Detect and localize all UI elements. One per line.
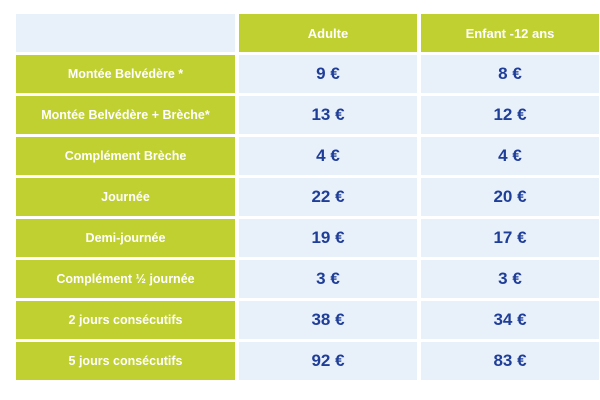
column-header-adult: Adulte [239, 14, 417, 52]
price-adult: 3 € [239, 260, 417, 298]
row-label: Montée Belvédère * [16, 55, 235, 93]
price-child: 34 € [421, 301, 599, 339]
price-child: 20 € [421, 178, 599, 216]
price-child: 12 € [421, 96, 599, 134]
column-header-child: Enfant -12 ans [421, 14, 599, 52]
price-adult: 4 € [239, 137, 417, 175]
price-adult: 38 € [239, 301, 417, 339]
price-child: 17 € [421, 219, 599, 257]
row-label: 5 jours consécutifs [16, 342, 235, 380]
price-adult: 92 € [239, 342, 417, 380]
price-adult: 19 € [239, 219, 417, 257]
row-label: Demi-journée [16, 219, 235, 257]
price-adult: 22 € [239, 178, 417, 216]
row-label: Complément Brèche [16, 137, 235, 175]
price-child: 4 € [421, 137, 599, 175]
row-label: Complément ½ journée [16, 260, 235, 298]
price-child: 8 € [421, 55, 599, 93]
price-adult: 13 € [239, 96, 417, 134]
table-corner-cell [16, 14, 235, 52]
row-label: Journée [16, 178, 235, 216]
price-adult: 9 € [239, 55, 417, 93]
price-table: Adulte Enfant -12 ans Montée Belvédère *… [16, 14, 599, 380]
row-label: 2 jours consécutifs [16, 301, 235, 339]
price-child: 83 € [421, 342, 599, 380]
row-label: Montée Belvédère + Brèche* [16, 96, 235, 134]
price-child: 3 € [421, 260, 599, 298]
